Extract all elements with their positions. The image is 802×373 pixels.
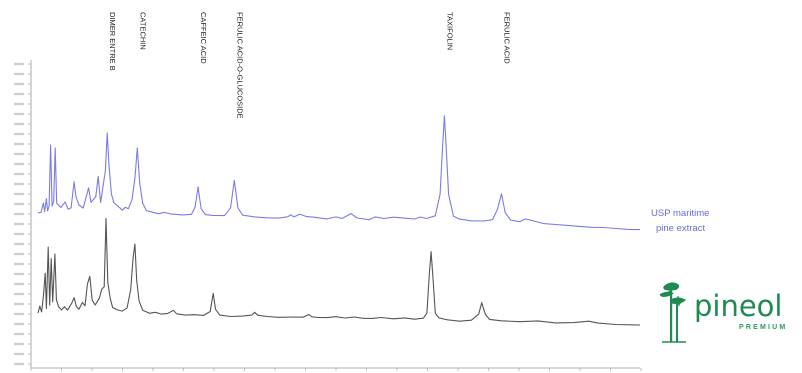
y-tick-label xyxy=(14,172,24,176)
peak-label-4: TAXIFOLIN xyxy=(445,12,454,50)
pine-tree-icon xyxy=(659,282,686,343)
logo-wordmark: pineol xyxy=(694,289,783,323)
y-tick-label xyxy=(14,222,24,226)
y-tick-label xyxy=(14,312,24,316)
y-tick-label xyxy=(14,182,24,186)
series-line-0 xyxy=(37,115,641,231)
y-tick-label xyxy=(14,212,24,216)
chart-series-layer xyxy=(37,115,641,326)
peak-label-1: CATECHIN xyxy=(138,12,147,50)
logo-tagline: PREMIUM xyxy=(739,324,787,331)
pineol-logo: pineol PREMIUM xyxy=(659,282,787,343)
y-tick-label xyxy=(14,162,24,166)
y-tick-label xyxy=(14,242,24,246)
legend-label-line1: USP maritime xyxy=(651,208,709,219)
y-tick-label xyxy=(14,292,24,296)
y-tick-label xyxy=(14,152,24,156)
y-tick-label xyxy=(14,62,24,66)
y-tick-label xyxy=(14,302,24,306)
series-line-1 xyxy=(37,217,641,326)
y-tick-label xyxy=(14,342,24,346)
y-tick-label xyxy=(14,352,24,356)
y-tick-label xyxy=(14,232,24,236)
peak-label-5: FERULIC ACID xyxy=(503,12,512,64)
y-tick-label xyxy=(14,122,24,126)
peak-label-3: FERULIC ACID-O-GLUCOSIDE xyxy=(235,12,244,119)
y-tick-label xyxy=(14,112,24,116)
chart-axes xyxy=(14,60,642,371)
legend-label-line2: pine extract xyxy=(656,223,705,234)
peak-label-0: DIMER ENTRE B xyxy=(108,12,117,71)
y-tick-label xyxy=(14,132,24,136)
y-tick-label xyxy=(14,322,24,326)
y-tick-label xyxy=(14,102,24,106)
peak-label-2: CAFFEIC ACID xyxy=(199,12,208,64)
y-tick-label xyxy=(14,92,24,96)
y-tick-label xyxy=(14,252,24,256)
y-tick-label xyxy=(14,72,24,76)
y-tick-label xyxy=(14,282,24,286)
peak-labels: DIMER ENTRE B CATECHIN CAFFEIC ACID FERULIC… xyxy=(108,12,511,119)
y-tick-label xyxy=(14,82,24,86)
y-tick-label xyxy=(14,142,24,146)
y-tick-label xyxy=(14,192,24,196)
y-tick-label xyxy=(14,332,24,336)
y-tick-label xyxy=(14,202,24,206)
y-tick-label xyxy=(14,262,24,266)
y-tick-label xyxy=(14,272,24,276)
y-tick-label xyxy=(14,362,24,366)
